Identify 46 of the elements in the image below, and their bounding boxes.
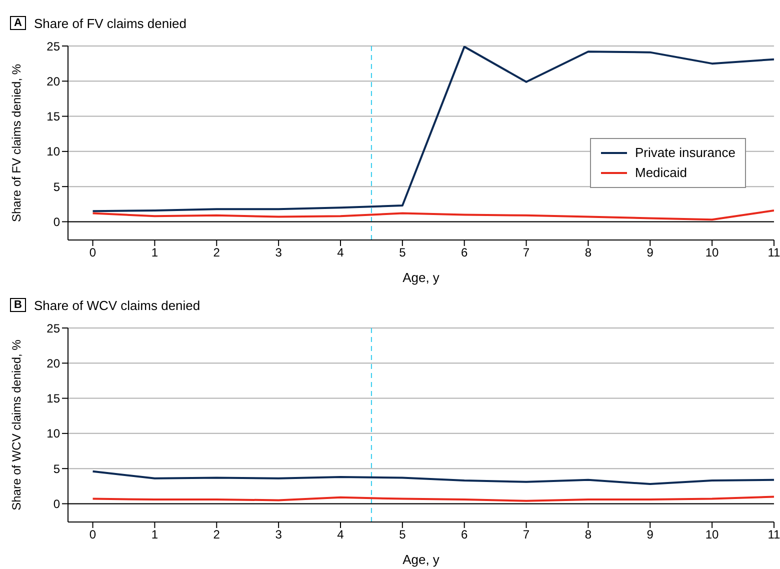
y-axis-title: Share of FV claims denied, % (9, 64, 24, 222)
x-tick-label: 8 (584, 528, 592, 542)
x-tick-label: 4 (337, 246, 344, 260)
y-tick-label: 25 (46, 321, 60, 336)
text: A (10, 16, 26, 30)
x-tick-label: 4 (337, 528, 344, 542)
x-tick-label: 11 (768, 528, 780, 542)
x-tick-label: 7 (522, 528, 530, 542)
x-axis-title: Age, y (402, 552, 440, 567)
x-tick-label: 3 (275, 528, 282, 542)
x-axis-title: Age, y (402, 270, 440, 285)
x-tick-label: 2 (213, 246, 220, 260)
y-tick-label: 0 (53, 496, 60, 511)
x-tick-label: 10 (705, 528, 720, 542)
y-tick-label: 5 (53, 180, 60, 194)
legend-label: Medicaid (635, 164, 688, 182)
x-tick-label: 9 (646, 246, 654, 260)
x-tick-label: 1 (151, 528, 158, 542)
legend-label: Private insurance (635, 144, 736, 162)
chart-title: Share of WCV claims denied (34, 298, 200, 312)
y-tick-label: 20 (46, 74, 60, 88)
x-tick-label: 3 (275, 246, 282, 260)
x-tick-label: 0 (89, 246, 96, 260)
y-tick-label: 25 (46, 39, 60, 54)
x-tick-label: 8 (584, 246, 592, 260)
x-tick-label: 11 (768, 246, 780, 260)
y-tick-label: 10 (46, 426, 60, 441)
x-tick-label: 1 (151, 246, 158, 260)
y-axis-title: Share of WCV claims denied, % (9, 339, 24, 510)
x-tick-label: 10 (705, 246, 720, 260)
y-tick-label: 15 (46, 110, 60, 124)
chart-title: Share of FV claims denied (34, 16, 186, 30)
y-tick-label: 10 (46, 144, 60, 159)
y-tick-label: 15 (46, 392, 60, 406)
x-tick-label: 7 (522, 246, 530, 260)
y-tick-label: 5 (53, 462, 60, 476)
x-tick-label: 2 (213, 528, 220, 542)
x-tick-label: 6 (461, 246, 468, 260)
text: B (10, 298, 26, 312)
x-tick-label: 9 (646, 528, 654, 542)
x-tick-label: 6 (461, 528, 468, 542)
x-tick-label: 5 (399, 528, 406, 542)
y-tick-label: 20 (46, 356, 60, 370)
x-tick-label: 5 (399, 246, 406, 260)
y-tick-label: 0 (53, 214, 60, 229)
x-tick-label: 0 (89, 528, 96, 542)
